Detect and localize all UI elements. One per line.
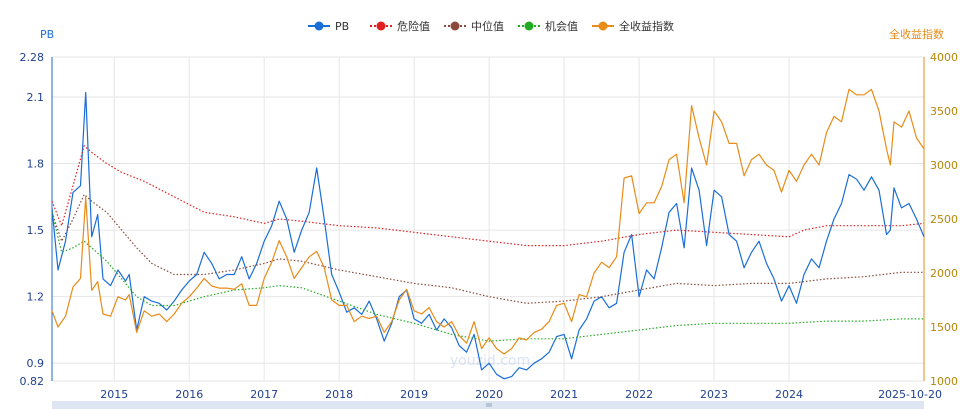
x-tick-label: 2017 <box>250 388 278 401</box>
left-tick-label: 1.5 <box>27 224 45 237</box>
series-line-2 <box>51 194 924 304</box>
series-line-3 <box>51 212 924 342</box>
series-line-1 <box>51 145 925 247</box>
series-line-4 <box>51 88 925 355</box>
legend-marker <box>314 21 324 31</box>
legend-item-2[interactable]: 中位值 <box>444 19 504 33</box>
x-tick-label: 2018 <box>325 388 353 401</box>
legend-label: 中位值 <box>471 19 504 33</box>
legend-label: 机会值 <box>545 19 578 33</box>
right-tick-label: 3000 <box>930 159 958 172</box>
x-tick-label: 2022 <box>625 388 653 401</box>
x-tick-label: 2021 <box>550 388 578 401</box>
legend-label: 全收益指数 <box>619 19 674 33</box>
x-tick-label: 2023 <box>700 388 728 401</box>
grid <box>51 56 925 382</box>
series-line-0 <box>51 91 925 380</box>
legend-marker <box>450 21 460 31</box>
left-tick-label: 1.8 <box>27 158 45 171</box>
legend-label: PB <box>335 20 349 33</box>
x-tick-label: 2020 <box>475 388 503 401</box>
legend-item-4[interactable]: 全收益指数 <box>592 19 674 33</box>
right-tick-label: 1500 <box>930 321 958 334</box>
legend-item-1[interactable]: 危险值 <box>370 19 430 33</box>
legend-label: 危险值 <box>397 19 430 33</box>
x-tick-label: 2025-10-20 <box>878 388 942 401</box>
legend: PB 危险值 中位值 机会值 全收益指数 <box>308 19 674 33</box>
left-axis-name: PB <box>40 28 54 41</box>
right-tick-label: 2000 <box>930 267 958 280</box>
left-tick-label: 1.2 <box>27 291 45 304</box>
left-tick-label: 0.82 <box>20 375 45 388</box>
x-tick-label: 2016 <box>175 388 203 401</box>
series-layer <box>51 88 925 380</box>
legend-item-3[interactable]: 机会值 <box>518 19 578 33</box>
legend-item-0[interactable]: PB <box>308 20 349 33</box>
right-axis-name: 全收益指数 <box>889 27 944 41</box>
x-tick-label: 2015 <box>100 388 128 401</box>
right-tick-label: 1000 <box>930 375 958 388</box>
legend-marker <box>524 21 534 31</box>
legend-marker <box>598 21 608 31</box>
x-tick-label: 2019 <box>400 388 428 401</box>
watermark: youzid.com <box>450 353 530 369</box>
left-tick-label: 0.9 <box>27 357 45 370</box>
right-tick-label: 3500 <box>930 105 958 118</box>
left-tick-label: 2.28 <box>20 51 45 64</box>
left-axis-ticks: 0.82 0.9 1.2 1.5 1.8 2.1 2.28 <box>20 51 45 388</box>
right-tick-label: 2500 <box>930 213 958 226</box>
right-tick-label: 4000 <box>930 51 958 64</box>
plot-area-border <box>51 56 925 382</box>
right-axis-ticks: 1000 1500 2000 2500 3000 3500 4000 <box>930 51 958 388</box>
x-axis-ticks: 2015 2016 2017 2018 2019 2020 2021 2022 2023 2024… <box>100 388 942 401</box>
left-tick-label: 2.1 <box>27 91 45 104</box>
x-tick-label: 2024 <box>775 388 803 401</box>
legend-marker <box>376 21 386 31</box>
data-zoom-handle[interactable] <box>486 403 492 407</box>
